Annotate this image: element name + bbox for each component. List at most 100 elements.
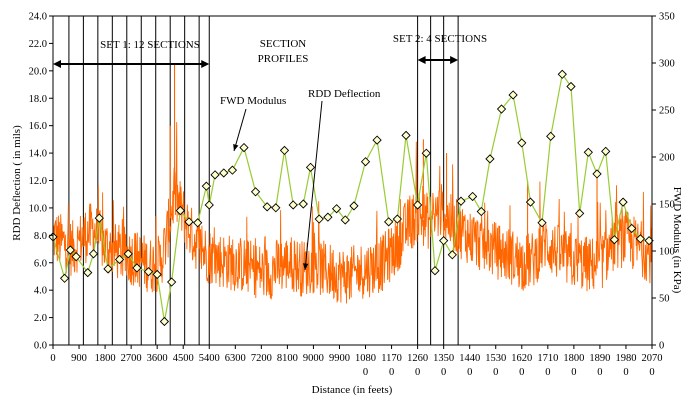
y-left-tick-label: 14.0 [29,149,47,160]
y-left-tick-label: 20.0 [29,66,47,77]
fwd-point-49 [485,154,495,164]
annotation-arrows [53,56,459,271]
fwd-point-11 [143,267,154,277]
x-tick-label-line2: 0 [649,367,654,378]
fwd-point-5 [88,249,99,259]
rdd-pointer-head [302,263,309,270]
axes [49,15,656,349]
section-profiles-label-2: PROFILES [258,53,309,65]
x-tick-label: 7200 [251,353,272,364]
set2-arrow-head-right [450,56,459,64]
x-tick-label: 1710 [537,353,558,364]
x-tick-label: 5400 [199,353,220,364]
y-left-tick-label: 4.0 [34,286,47,297]
fwd-point-4 [83,267,93,278]
fwd-point-18 [201,181,212,191]
section-boundary-lines [52,16,459,345]
x-tick-label-line2: 0 [441,367,446,378]
x-tick-label: 9900 [329,353,350,364]
fwd-point-8 [114,254,125,265]
fwd-point-26 [271,203,281,213]
x-tick-label: 2070 [642,353,663,364]
fwd-point-57 [566,81,576,92]
x-tick-label: 1620 [511,353,532,364]
x-tick-label-line2: 0 [363,367,368,378]
x-tick-label: 9000 [303,353,324,364]
x-tick-label: 6300 [225,353,246,364]
x-tick-label: 900 [71,353,87,364]
fwd-point-46 [456,196,466,206]
y-right-axis-label: FWD Modulus (in KPa) [671,187,681,294]
fwd-point-43 [430,266,440,276]
fwd-point-15 [175,205,185,216]
x-tick-label-line2: 0 [597,367,602,378]
fwd-point-39 [392,214,402,224]
x-tick-label-line2: 0 [623,367,628,378]
fwd-point-41 [412,200,423,210]
x-tick-label: 1890 [589,353,610,364]
x-tick-label-line2: 0 [571,367,576,378]
fwd-point-42 [421,148,431,158]
y-left-tick-label: 10.0 [29,203,47,214]
fwd-point-52 [517,138,527,148]
y-right-tick-label: 250 [659,106,675,117]
fwd-point-10 [132,263,142,273]
fwd-point-31 [314,214,324,224]
fwd-point-13 [159,316,170,327]
fwd-point-45 [447,250,457,260]
fwd-point-37 [372,135,382,145]
fwd-point-58 [575,208,585,219]
fwd-modulus-annotation: FWD Modulus [220,95,286,107]
y-left-tick-label: 8.0 [34,231,47,242]
fwd-pointer-head [233,144,239,151]
fwd-pointer-line [233,108,247,152]
fwd-point-9 [123,249,133,259]
fwd-point-16 [184,217,194,227]
fwd-point-35 [349,201,359,211]
y-right-tick-label: 50 [659,294,670,305]
fwd-point-38 [384,217,394,227]
y-right-tick-label: 300 [659,59,675,70]
x-tick-label-line2: 0 [493,367,498,378]
fwd-point-54 [537,218,547,228]
fwd-point-25 [262,202,272,212]
fwd-point-21 [219,168,229,178]
rdd-deflection-annotation: RDD Deflection [308,88,381,100]
x-tick-label: 0 [50,353,55,364]
fwd-point-19 [204,200,214,210]
fwd-point-50 [496,104,507,114]
fwd-point-17 [193,218,203,228]
y-left-tick-label: 6.0 [34,258,47,269]
y-left-tick-label: 16.0 [29,121,47,132]
fwd-point-61 [601,146,611,156]
x-tick-label: 1080 [355,353,376,364]
y-left-axis-label: RDD Deflection ( in mils) [11,125,23,241]
y-right-tick-label: 100 [659,247,675,258]
x-tick-label-line2: 0 [467,367,472,378]
x-tick-label: 1440 [459,353,480,364]
x-tick-label-line2: 0 [389,367,394,378]
fwd-point-14 [167,277,177,287]
fwd-point-64 [627,223,637,234]
fwd-point-32 [323,212,333,222]
y-right-tick-label: 350 [659,12,675,23]
set2-label: SET 2: 4 SECTIONS [393,33,487,45]
fwd-point-2 [65,245,75,255]
fwd-point-40 [401,130,411,141]
fwd-point-48 [476,206,486,217]
plot-frame [52,15,653,346]
fwd-point-65 [635,234,646,244]
y-right-tick-label: 0 [659,341,664,352]
set1-arrow-head-left [53,60,61,68]
y-left-tick-label: 24.0 [29,12,47,23]
fwd-point-28 [288,200,298,210]
y-left-tick-label: 2.0 [34,313,47,324]
y-left-tick-label: 12.0 [29,176,47,187]
x-tick-label-line2: 0 [519,367,524,378]
x-tick-label: 8100 [277,353,298,364]
fwd-point-55 [546,131,556,141]
set1-label: SET 1: 12 SECTIONS [100,39,200,51]
fwd-point-23 [239,142,249,153]
fwd-point-59 [583,147,593,157]
